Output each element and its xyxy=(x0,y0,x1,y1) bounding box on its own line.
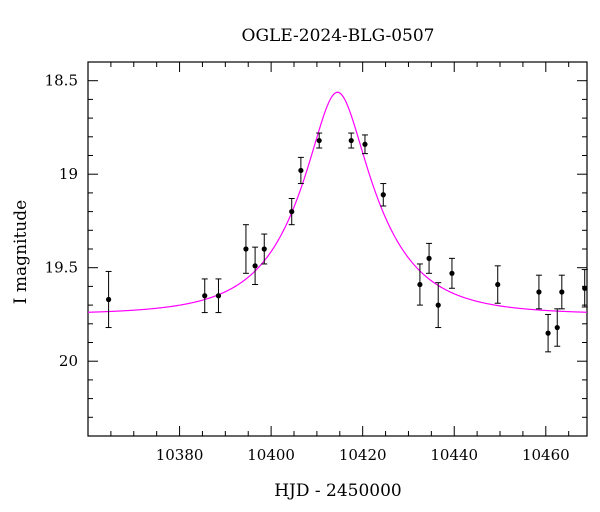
point-marker xyxy=(316,137,322,144)
point-marker xyxy=(215,293,222,299)
model-curve xyxy=(87,91,588,313)
data-point xyxy=(361,134,368,155)
data-point xyxy=(201,278,208,314)
x-axis-label: HJD - 2450000 xyxy=(274,481,402,501)
point-marker xyxy=(252,263,258,269)
point-marker xyxy=(380,192,386,198)
chart-title: OGLE-2024-BLG-0507 xyxy=(242,26,435,46)
point-marker xyxy=(582,285,588,291)
data-point xyxy=(545,313,552,353)
x-tick-label: 10380 xyxy=(156,446,204,464)
data-point xyxy=(252,246,259,286)
point-marker xyxy=(536,289,542,295)
data-point xyxy=(242,224,249,274)
data-point xyxy=(261,233,268,265)
data-points xyxy=(105,132,588,353)
y-tick-label: 20 xyxy=(59,352,78,370)
point-marker xyxy=(261,246,267,252)
plot-frame xyxy=(87,61,588,437)
point-marker xyxy=(554,324,560,331)
axis-tick-labels: 10380 10400 10420 10440 10460 18.5 19 19.5 20 xyxy=(45,72,570,464)
point-marker xyxy=(417,281,423,288)
data-point xyxy=(535,274,542,310)
data-point xyxy=(426,242,433,274)
point-marker xyxy=(106,296,112,303)
data-point xyxy=(105,270,112,329)
data-point xyxy=(558,274,565,310)
data-point xyxy=(288,198,295,226)
point-marker xyxy=(559,289,565,295)
axis-ticks xyxy=(87,61,587,437)
point-marker xyxy=(426,255,432,261)
data-point xyxy=(494,265,501,304)
point-marker xyxy=(435,302,441,308)
data-point xyxy=(316,132,323,149)
point-marker xyxy=(202,293,208,299)
data-point xyxy=(297,156,304,185)
data-point xyxy=(348,132,355,149)
point-marker xyxy=(545,330,551,336)
data-point xyxy=(448,257,455,289)
x-tick-label: 10400 xyxy=(247,446,295,464)
data-point xyxy=(435,282,442,329)
x-tick-label: 10420 xyxy=(339,446,387,464)
point-marker xyxy=(348,137,354,144)
x-tick-label: 10440 xyxy=(430,446,478,464)
point-marker xyxy=(362,141,368,147)
point-marker xyxy=(243,246,249,252)
y-axis-label: I magnitude xyxy=(11,200,31,304)
y-tick-label: 19 xyxy=(59,165,78,183)
point-marker xyxy=(298,167,304,174)
data-point xyxy=(215,278,222,314)
point-marker xyxy=(289,209,295,215)
x-tick-label: 10460 xyxy=(522,446,570,464)
data-point xyxy=(554,308,561,347)
y-tick-label: 18.5 xyxy=(45,72,78,90)
data-point xyxy=(380,183,387,207)
y-tick-label: 19.5 xyxy=(45,259,78,277)
data-point xyxy=(581,269,588,308)
point-marker xyxy=(449,270,455,276)
data-point xyxy=(416,263,423,306)
point-marker xyxy=(495,281,501,288)
